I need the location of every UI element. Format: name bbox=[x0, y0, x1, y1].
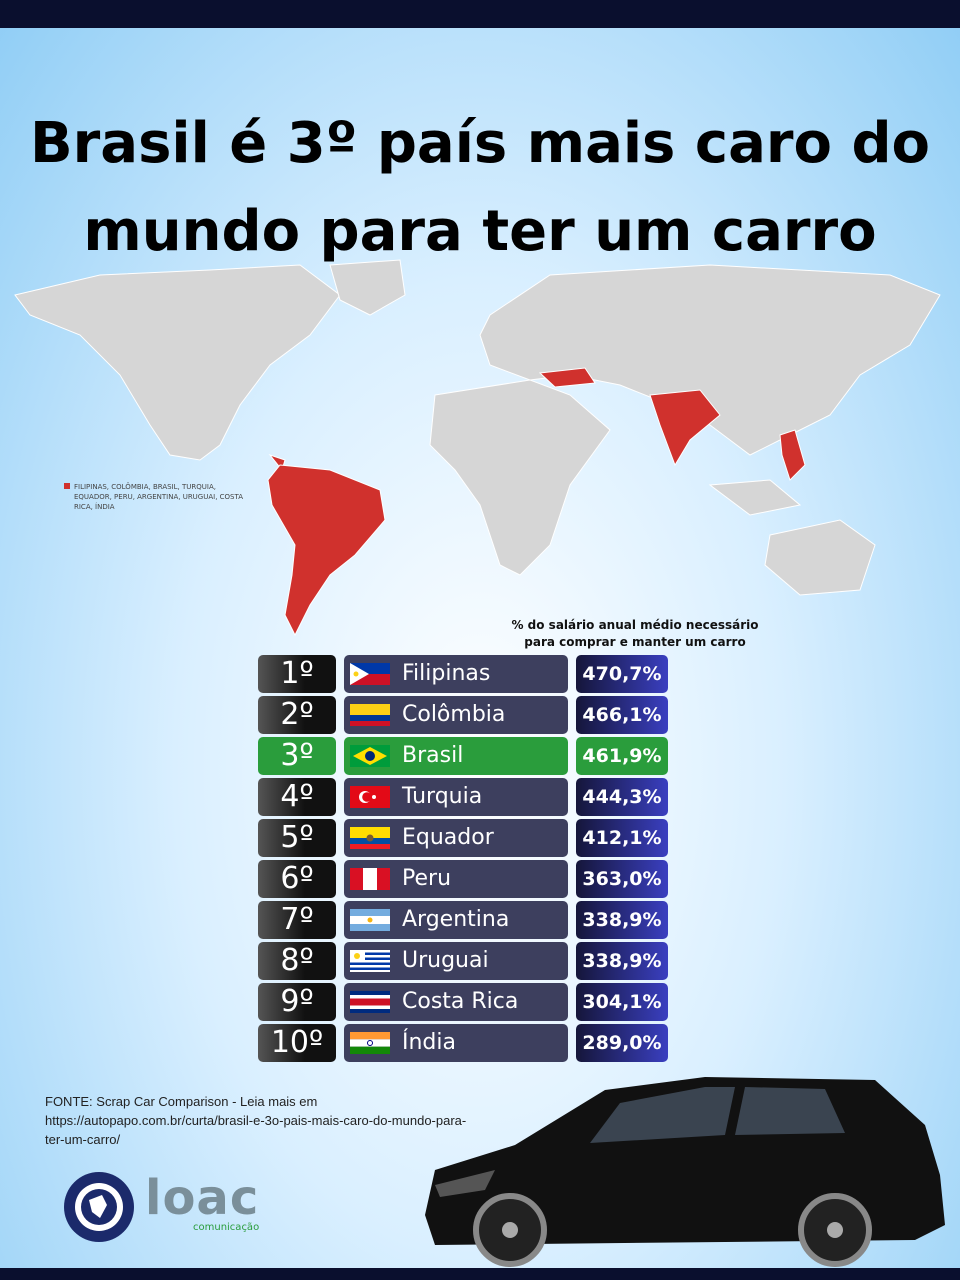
country-name: Colômbia bbox=[402, 702, 506, 727]
flag bbox=[350, 909, 390, 931]
flag bbox=[350, 868, 390, 890]
table-row: 7º Argentina 338,9% bbox=[258, 901, 668, 939]
country-cell: Turquia bbox=[344, 778, 568, 816]
world-map bbox=[14, 259, 941, 637]
title: Brasil é 3º país mais caro do mundo para… bbox=[0, 100, 960, 276]
country-cell: Filipinas bbox=[344, 655, 568, 693]
logo-name: loac bbox=[145, 1170, 260, 1226]
flag bbox=[350, 745, 390, 767]
country-name: Índia bbox=[402, 1030, 456, 1055]
flag bbox=[350, 786, 390, 808]
country-cell: Índia bbox=[344, 1024, 568, 1062]
title-line: Brasil é 3º país mais caro do bbox=[29, 111, 931, 176]
flag bbox=[350, 991, 390, 1013]
value: 289,0% bbox=[576, 1024, 668, 1062]
country-name: Brasil bbox=[402, 743, 464, 768]
country-name: Equador bbox=[402, 825, 494, 850]
table-row: 3º Brasil 461,9% bbox=[258, 737, 668, 775]
country-cell: Brasil bbox=[344, 737, 568, 775]
value: 461,9% bbox=[576, 737, 668, 775]
rank: 9º bbox=[258, 983, 336, 1021]
table-row: 1º Filipinas 470,7% bbox=[258, 655, 668, 693]
rank: 7º bbox=[258, 901, 336, 939]
rank: 1º bbox=[258, 655, 336, 693]
table-row: 4º Turquia 444,3% bbox=[258, 778, 668, 816]
logo-icon bbox=[64, 1172, 134, 1242]
country-cell: Colômbia bbox=[344, 696, 568, 734]
country-name: Argentina bbox=[402, 907, 510, 932]
country-name: Uruguai bbox=[402, 948, 489, 973]
rank: 5º bbox=[258, 819, 336, 857]
country-name: Costa Rica bbox=[402, 989, 519, 1014]
logo-tagline: comunicação bbox=[193, 1222, 260, 1233]
title-line: mundo para ter um carro bbox=[83, 199, 877, 264]
country-cell: Costa Rica bbox=[344, 983, 568, 1021]
country-name: Turquia bbox=[402, 784, 483, 809]
flag bbox=[350, 1032, 390, 1054]
value: 444,3% bbox=[576, 778, 668, 816]
car-illustration bbox=[425, 1077, 945, 1267]
value: 338,9% bbox=[576, 901, 668, 939]
rank: 6º bbox=[258, 860, 336, 898]
value: 304,1% bbox=[576, 983, 668, 1021]
rank: 3º bbox=[258, 737, 336, 775]
table-row: 5º Equador 412,1% bbox=[258, 819, 668, 857]
flag bbox=[350, 827, 390, 849]
top-bar bbox=[0, 0, 960, 28]
table-row: 9º Costa Rica 304,1% bbox=[258, 983, 668, 1021]
country-cell: Equador bbox=[344, 819, 568, 857]
value: 412,1% bbox=[576, 819, 668, 857]
country-cell: Argentina bbox=[344, 901, 568, 939]
map-legend: FILIPINAS, COLÔMBIA, BRASIL, TURQUIA, EQ… bbox=[64, 482, 254, 512]
country-name: Filipinas bbox=[402, 661, 491, 686]
value: 466,1% bbox=[576, 696, 668, 734]
country-name: Peru bbox=[402, 866, 452, 891]
flag bbox=[350, 663, 390, 685]
value: 470,7% bbox=[576, 655, 668, 693]
value: 338,9% bbox=[576, 942, 668, 980]
table-row: 10º Índia 289,0% bbox=[258, 1024, 668, 1062]
table-row: 6º Peru 363,0% bbox=[258, 860, 668, 898]
table-row: 2º Colômbia 466,1% bbox=[258, 696, 668, 734]
rank: 2º bbox=[258, 696, 336, 734]
value: 363,0% bbox=[576, 860, 668, 898]
country-cell: Uruguai bbox=[344, 942, 568, 980]
flag bbox=[350, 950, 390, 972]
flag bbox=[350, 704, 390, 726]
source-note: FONTE: Scrap Car Comparison - Leia mais … bbox=[45, 1094, 467, 1147]
table-caption: % do salário anual médio necessário para… bbox=[511, 618, 759, 649]
country-cell: Peru bbox=[344, 860, 568, 898]
rank: 8º bbox=[258, 942, 336, 980]
table-row: 8º Uruguai 338,9% bbox=[258, 942, 668, 980]
bottom-bar bbox=[0, 1268, 960, 1280]
rank: 10º bbox=[258, 1024, 336, 1062]
rank: 4º bbox=[258, 778, 336, 816]
